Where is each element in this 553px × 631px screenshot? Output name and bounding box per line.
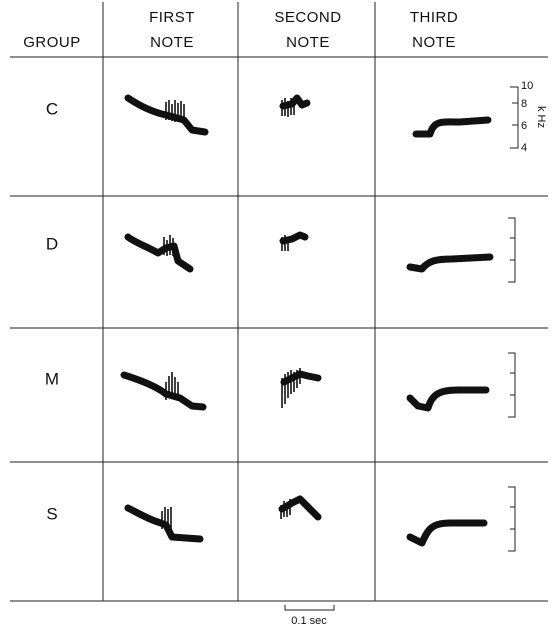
group-label: M bbox=[45, 369, 59, 388]
freq-unit: k Hz bbox=[535, 106, 547, 128]
figure: GROUP FIRST NOTE SECOND NOTE THIRD NOTE … bbox=[0, 0, 553, 631]
freq-tick-label: 10 bbox=[521, 80, 533, 92]
time-scale-label: 0.1 sec bbox=[291, 615, 327, 627]
header-col: FIRST bbox=[149, 9, 195, 26]
freq-bracket bbox=[508, 218, 515, 282]
group-label: D bbox=[46, 234, 58, 253]
freq-bracket bbox=[510, 87, 518, 148]
freq-tick-label: 6 bbox=[521, 120, 527, 132]
freq-tick-label: 4 bbox=[521, 142, 527, 154]
header-col: NOTE bbox=[150, 34, 194, 51]
group-label: C bbox=[46, 99, 58, 118]
freq-bracket bbox=[508, 353, 515, 417]
sonogram-row bbox=[128, 98, 488, 134]
header-col: NOTE bbox=[286, 34, 330, 51]
sonogram-row bbox=[124, 368, 486, 408]
group-label: S bbox=[46, 504, 57, 523]
header-col: NOTE bbox=[412, 34, 456, 51]
header-col: SECOND bbox=[274, 9, 341, 26]
time-scale-bar bbox=[285, 605, 334, 610]
header-group: GROUP bbox=[23, 34, 81, 51]
header-col: THIRD bbox=[410, 9, 458, 26]
freq-bracket bbox=[508, 487, 515, 551]
freq-tick-label: 8 bbox=[521, 98, 527, 110]
sonogram-row bbox=[128, 499, 484, 543]
sonogram-row bbox=[128, 235, 490, 269]
